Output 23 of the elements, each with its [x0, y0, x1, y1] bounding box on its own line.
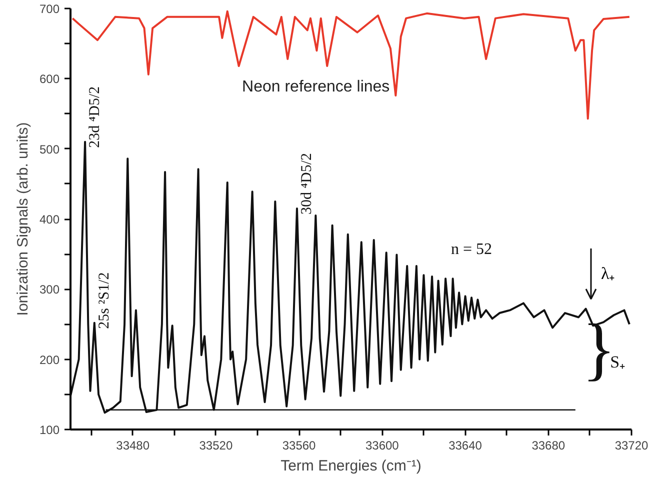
annotation: 25s ²S1/2 — [96, 272, 112, 329]
y-tick-label: 200 — [39, 352, 60, 367]
x-tick-label: 33600 — [365, 438, 400, 452]
annotation: S₊ — [610, 352, 626, 372]
x-tick-label: 33520 — [199, 438, 233, 452]
x-tick-label: 33480 — [116, 438, 150, 452]
y-tick-label: 600 — [39, 72, 60, 86]
annotation: Neon reference lines — [242, 78, 390, 96]
y-tick-label: 300 — [39, 282, 60, 297]
y-axis-title: Ionization Signals (arb. units) — [14, 122, 32, 316]
y-tick-label: 700 — [39, 2, 60, 16]
annotation: 23d ⁴D5/2 — [87, 86, 104, 148]
x-tick-label: 33680 — [532, 438, 566, 452]
annotation: n = 52 — [451, 241, 492, 258]
x-tick-label: 33640 — [448, 438, 482, 452]
y-tick-label: 100 — [39, 423, 60, 437]
x-tick-label: 33720 — [614, 438, 649, 452]
ref-line-label: λ₊ — [600, 264, 616, 284]
y-tick-label: 500 — [39, 142, 60, 156]
y-tick-label: 400 — [39, 212, 60, 226]
annotation: 30d ⁴D5/2 — [298, 152, 315, 214]
x-tick-label: 33560 — [282, 438, 316, 452]
x-axis-title: Term Energies (cm⁻¹) — [280, 458, 422, 474]
